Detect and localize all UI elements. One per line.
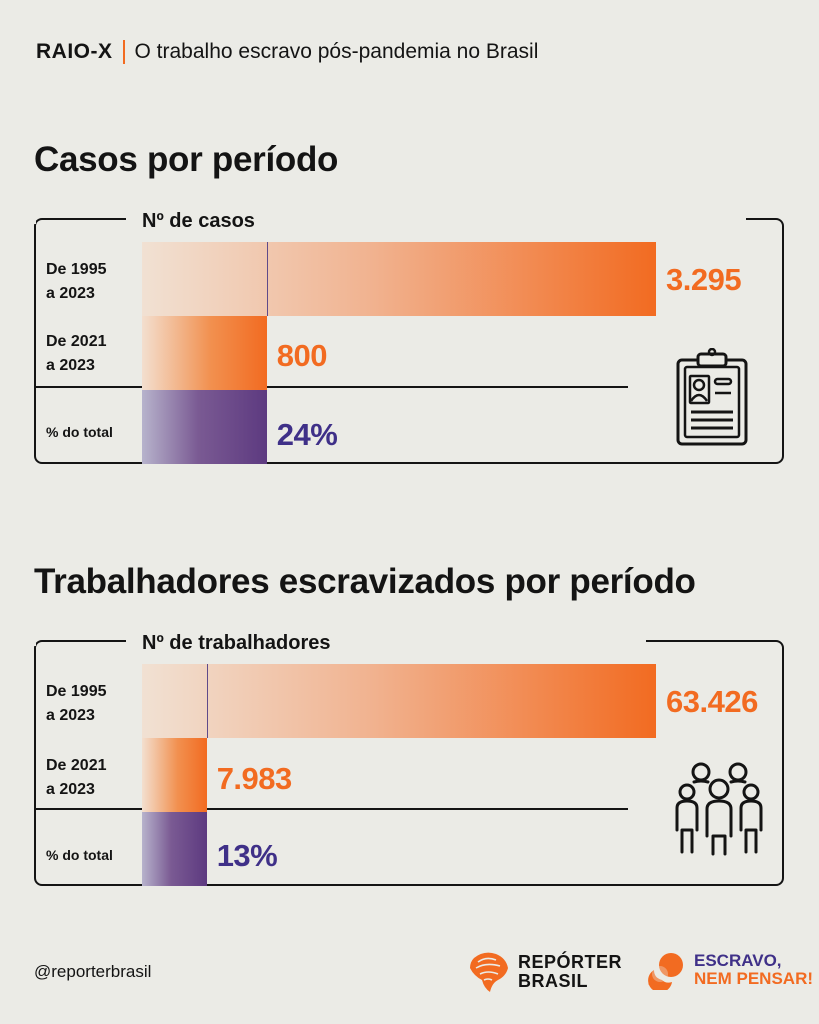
axis-title: Nº de trabalhadores [142, 632, 331, 654]
value-label-percent: 24% [276, 417, 338, 452]
bar-percent-of-total [142, 812, 207, 886]
bar-total-1995-2023 [142, 242, 656, 316]
chart-divider [34, 386, 628, 388]
header-tag: RAIO-X [36, 40, 113, 63]
bar-total-2021-2023 [142, 738, 207, 812]
bar-total-1995-2023 [142, 664, 656, 738]
chart-cases: Nº de casos De 1995 a 2023 De 2021 a 2023 … [32, 210, 784, 464]
value-label-1995-2023: 63.426 [666, 684, 758, 719]
row-label-2021: De 2021 a 2023 [46, 757, 107, 798]
chart-workers: Nº de trabalhadores De 1995 a 2023 De 202… [32, 632, 784, 886]
people-group-icon [675, 762, 763, 856]
recent-share-marker [266, 242, 268, 316]
reporter-brasil-wordmark: REPÓRTER BRASIL [518, 952, 623, 991]
speech-bubble-icon [648, 953, 683, 990]
bar-percent-of-total [142, 390, 267, 464]
reporter-brasil-logo: REPÓRTER BRASIL [468, 950, 622, 994]
row-label-percent: % do total [46, 424, 113, 440]
header: RAIO-X O trabalho escravo pós-pandemia n… [36, 40, 538, 64]
chart-divider [34, 808, 628, 810]
row-label-1995: De 1995 a 2023 [46, 683, 107, 724]
escravo-nem-pensar-logo: ESCRAVO, NEM PENSAR! [646, 950, 813, 990]
bar-total-2021-2023 [142, 316, 267, 390]
row-label-1995: De 1995 a 2023 [46, 261, 107, 302]
value-label-2021-2023: 800 [276, 338, 328, 373]
row-label-percent: % do total [46, 847, 113, 863]
value-label-1995-2023: 3.295 [666, 262, 742, 297]
section-title-cases: Casos por período [34, 140, 339, 179]
section-title-workers: Trabalhadores escravizados por período [34, 562, 696, 601]
escravo-nem-pensar-wordmark: ESCRAVO, NEM PENSAR! [694, 951, 814, 988]
social-handle: @reporterbrasil [34, 962, 152, 981]
brazil-map-icon [470, 952, 508, 992]
header-separator [122, 40, 125, 64]
recent-share-marker [206, 664, 208, 738]
row-label-2021: De 2021 a 2023 [46, 333, 107, 374]
value-label-2021-2023: 7.983 [216, 761, 293, 796]
clipboard-icon [676, 348, 748, 446]
value-label-percent: 13% [216, 838, 278, 873]
header-title: O trabalho escravo pós-pandemia no Brasi… [134, 40, 539, 63]
axis-title: Nº de casos [142, 210, 255, 232]
